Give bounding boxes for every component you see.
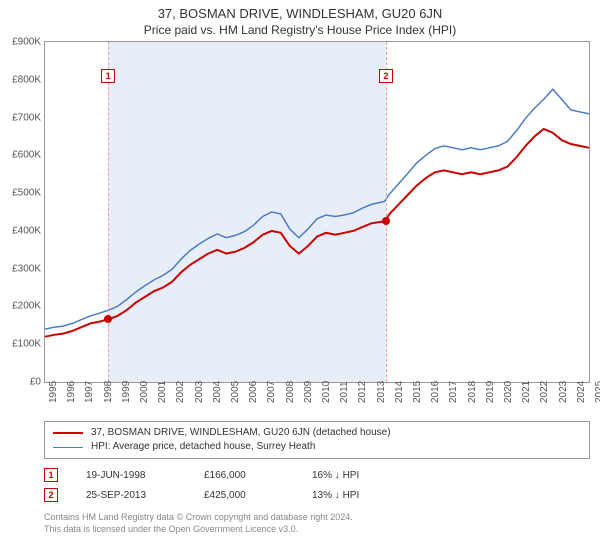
datapoint-price: £425,000 [204,490,284,501]
legend: 37, BOSMAN DRIVE, WINDLESHAM, GU20 6JN (… [44,421,590,459]
x-tick-label: 2015 [412,381,423,403]
y-tick-label: £900K [1,37,41,48]
y-tick-label: £700K [1,112,41,123]
x-tick-label: 2020 [503,381,514,403]
marker-2: 2 [379,69,393,83]
y-tick-label: £800K [1,74,41,85]
datapoint-price: £166,000 [204,470,284,481]
credit-line: This data is licensed under the Open Gov… [44,523,590,535]
datapoint-row: 1 19-JUN-1998 £166,000 16% ↓ HPI [44,465,590,485]
datapoint-table: 1 19-JUN-1998 £166,000 16% ↓ HPI 2 25-SEP-201… [44,465,590,505]
legend-swatch [53,447,83,448]
y-tick-label: £300K [1,263,41,274]
y-tick-label: £100K [1,339,41,350]
page-title: 37, BOSMAN DRIVE, WINDLESHAM, GU20 6JN [0,0,600,21]
x-tick-label: 1999 [121,381,132,403]
datapoint-row: 2 25-SEP-2013 £425,000 13% ↓ HPI [44,485,590,505]
x-tick-label: 2002 [175,381,186,403]
credit-line: Contains HM Land Registry data © Crown c… [44,511,590,523]
x-tick-label: 2016 [430,381,441,403]
x-tick-label: 1997 [84,381,95,403]
x-tick-label: 1998 [103,381,114,403]
x-tick-label: 2021 [521,381,532,403]
x-tick-label: 2019 [485,381,496,403]
x-tick-label: 2006 [248,381,259,403]
x-tick-label: 2024 [576,381,587,403]
x-tick-label: 2022 [539,381,550,403]
datapoint-delta: 13% ↓ HPI [312,490,359,501]
y-tick-label: £400K [1,225,41,236]
series-property [45,129,589,337]
y-tick-label: £200K [1,301,41,312]
band-border [108,42,109,382]
x-tick-label: 2001 [157,381,168,403]
x-tick-label: 2012 [357,381,368,403]
datapoint-delta: 16% ↓ HPI [312,470,359,481]
legend-label: 37, BOSMAN DRIVE, WINDLESHAM, GU20 6JN (… [91,426,391,440]
page-subtitle: Price paid vs. HM Land Registry's House … [0,21,600,41]
legend-swatch [53,432,83,434]
x-tick-label: 2008 [285,381,296,403]
x-tick-label: 2014 [394,381,405,403]
x-tick-label: 2023 [558,381,569,403]
band-border [386,42,387,382]
x-tick-label: 2004 [212,381,223,403]
x-tick-label: 2018 [467,381,478,403]
x-tick-label: 2009 [303,381,314,403]
legend-row: HPI: Average price, detached house, Surr… [53,440,581,454]
y-tick-label: £500K [1,188,41,199]
datapoint-marker: 1 [44,468,58,482]
x-tick-label: 2013 [376,381,387,403]
datapoint-date: 25-SEP-2013 [86,490,176,501]
marker-dot-2 [382,217,390,225]
x-tick-label: 2025 [594,381,600,403]
price-chart: £0£100K£200K£300K£400K£500K£600K£700K£80… [44,41,590,383]
x-tick-label: 2010 [321,381,332,403]
y-tick-label: £0 [1,377,41,388]
y-tick-label: £600K [1,150,41,161]
series-hpi [45,89,589,329]
legend-label: HPI: Average price, detached house, Surr… [91,440,315,454]
marker-dot-1 [104,315,112,323]
x-tick-label: 2000 [139,381,150,403]
x-tick-label: 1996 [66,381,77,403]
x-tick-label: 2007 [266,381,277,403]
x-tick-label: 2011 [339,381,350,403]
chart-svg [45,42,589,382]
x-tick-label: 1995 [48,381,59,403]
x-tick-label: 2003 [194,381,205,403]
marker-1: 1 [101,69,115,83]
legend-row: 37, BOSMAN DRIVE, WINDLESHAM, GU20 6JN (… [53,426,581,440]
datapoint-marker: 2 [44,488,58,502]
datapoint-date: 19-JUN-1998 [86,470,176,481]
x-tick-label: 2017 [448,381,459,403]
x-tick-label: 2005 [230,381,241,403]
credit-text: Contains HM Land Registry data © Crown c… [44,511,590,535]
